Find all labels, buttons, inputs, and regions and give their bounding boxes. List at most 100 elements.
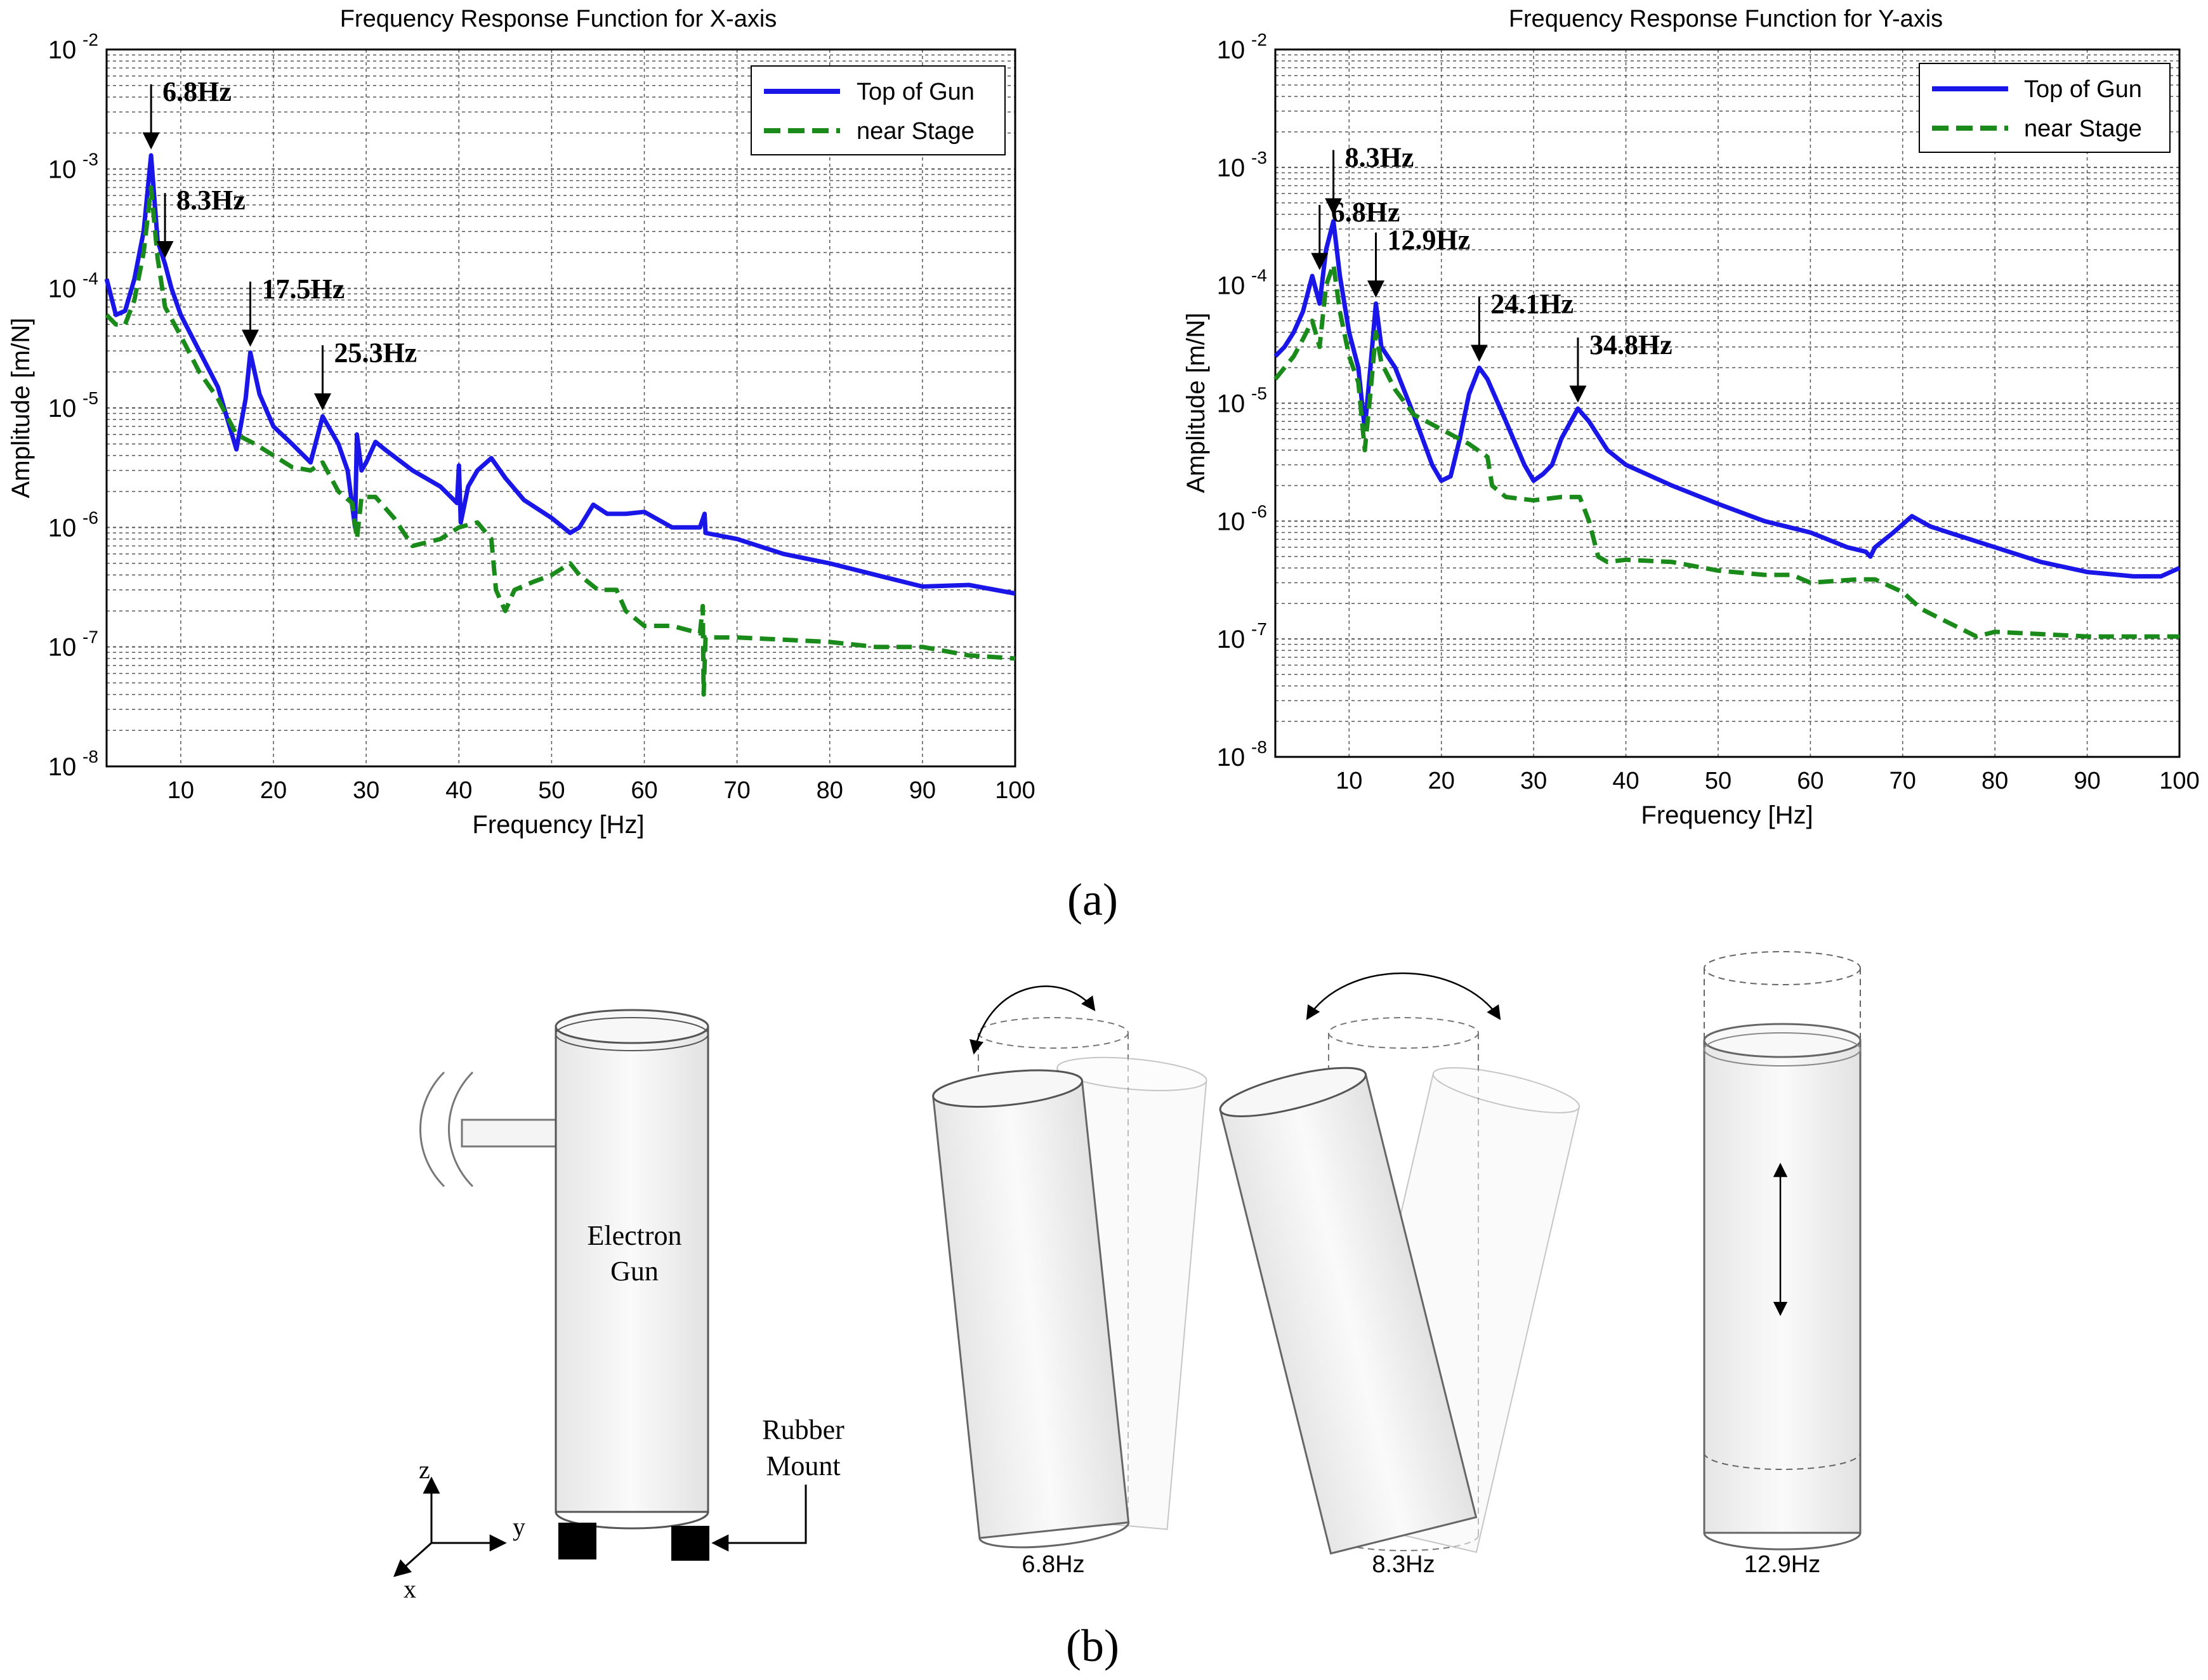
x-tick-label: 50 [538,777,565,804]
peak-annotations: 6.8Hz 8.3Hz 17.5Hz 25.3Hz [142,76,417,410]
electron-gun [555,1009,709,1530]
peak-annotations: 6.8Hz 8.3Hz 12.9Hz 24.1Hz 34.8Hz [1311,142,1672,403]
y-tick-exponent: -6 [1251,501,1267,521]
peak-label: 34.8Hz [1589,329,1672,360]
x-tick-labels: 10 20 30 40 50 60 70 80 90 100 [168,777,1035,804]
peak-label: 8.3Hz [1345,142,1414,173]
y-tick-label: 10 [48,155,77,183]
mode-label: 6.8Hz [1022,1551,1084,1578]
series-line-top-of-gun [104,153,1016,596]
y-tick-exponent: -5 [1251,384,1267,404]
y-tick-label: 10 [1217,626,1245,653]
mode-8-3hz: 8.3Hz [1219,972,1580,1578]
x-tick-label: 100 [995,777,1035,804]
mode-label: 8.3Hz [1372,1551,1435,1578]
tilted-cylinder [1219,1066,1478,1555]
wall-bracket [419,1071,557,1188]
y-tick-label: 10 [48,634,77,662]
plot-area [105,48,1016,768]
peak-label: 6.8Hz [1331,197,1400,228]
y-tick-label: 10 [1217,390,1245,418]
y-tick-label: 10 [48,514,77,542]
y-tick-labels: 10-810-710-610-510-410-310-2 [48,30,98,781]
y-tick-label: 10 [1217,744,1245,771]
mode-rest-outline [1704,951,1861,1470]
mount-pointer-arrow [711,1485,807,1552]
y-tick-label: 10 [48,395,77,423]
peak-label: 6.8Hz [162,76,232,107]
x-axis-label: Frequency [Hz] [472,811,644,839]
y-axis-label: Amplitude [m/N] [1182,313,1210,494]
peak-label: 17.5Hz [261,273,345,305]
mount-label-line2: Mount [766,1450,840,1481]
y-tick-exponent: -8 [1251,737,1267,757]
axis-y-label: y [513,1513,525,1541]
x-tick-label: 20 [260,777,287,804]
y-tick-exponent: -2 [1251,30,1267,49]
mode-12-9hz: 12.9Hz [1703,951,1862,1578]
x-tick-label: 90 [909,777,936,804]
x-tick-label: 40 [1612,768,1639,794]
y-tick-exponent: -4 [1251,266,1267,285]
mode-shape-diagram: Electron Gun Rubber Mount z y x [393,951,1862,1603]
x-tick-label: 20 [1428,768,1455,794]
y-tick-exponent: -7 [1251,619,1267,639]
series-line-near-stage [105,185,1016,697]
series-layer [104,153,1016,697]
legend-label-near-stage: near Stage [2024,115,2142,142]
x-tick-label: 80 [1981,768,2008,794]
x-tick-label: 70 [1889,768,1916,794]
rotation-arrow [1306,972,1501,1020]
legend-label-top-of-gun: Top of Gun [857,79,975,105]
gun-label-line2: Gun [610,1256,659,1287]
mode-label: 12.9Hz [1744,1551,1820,1578]
chart-title: Frequency Response Function for X-axis [340,6,777,32]
y-tick-label: 10 [1217,508,1245,535]
x-tick-label: 30 [353,777,379,804]
chart-y-axis: Frequency Response Function for Y-axis 1… [1182,6,2200,829]
peak-label: 25.3Hz [334,337,417,368]
series-line-near-stage [1273,262,2179,639]
legend-label-near-stage: near Stage [857,118,975,145]
peak-label: 24.1Hz [1490,289,1574,320]
chart-title: Frequency Response Function for Y-axis [1509,6,1943,32]
axis-x-label: x [404,1575,416,1603]
chart-x-axis: Frequency Response Function for X-axis 1… [7,6,1035,839]
y-tick-label: 10 [48,753,77,781]
x-tick-label: 10 [1336,768,1362,794]
mode-6-8hz: 6.8Hz [932,985,1207,1578]
caption-a: (a) [1067,874,1118,925]
legend-box [1919,63,2171,153]
x-tick-labels: 10 20 30 40 50 60 70 80 90 100 [1336,768,2200,794]
x-tick-label: 40 [445,777,472,804]
y-tick-label: 10 [1217,154,1245,182]
y-tick-exponent: -3 [1251,148,1267,167]
y-tick-exponent: -7 [82,627,98,647]
axis-z-label: z [419,1455,430,1484]
series-line-top-of-gun [1273,219,2181,579]
peak-label: 12.9Hz [1387,224,1470,255]
y-tick-exponent: -5 [82,388,98,408]
plot-area [1274,48,2181,758]
legend: Top of Gun near Stage [751,65,1006,155]
x-tick-label: 90 [2073,768,2100,794]
rubber-mount-right [671,1526,709,1561]
caption-b: (b) [1066,1620,1119,1671]
series-layer [1273,219,2181,639]
mount-label-line1: Rubber [762,1414,844,1445]
rotation-arrow [969,985,1096,1055]
x-tick-label: 50 [1705,768,1732,794]
y-tick-label: 10 [48,275,77,303]
x-tick-label: 60 [631,777,657,804]
legend-label-top-of-gun: Top of Gun [2024,76,2142,103]
legend: Top of Gun near Stage [1919,63,2171,153]
legend-box [751,65,1006,155]
peak-label: 8.3Hz [176,185,246,216]
y-tick-label: 10 [48,36,77,64]
y-tick-exponent: -6 [82,508,98,527]
gun-label-line1: Electron [587,1220,681,1251]
y-tick-exponent: -4 [82,269,98,289]
x-tick-label: 30 [1520,768,1547,794]
x-tick-label: 10 [168,777,194,804]
